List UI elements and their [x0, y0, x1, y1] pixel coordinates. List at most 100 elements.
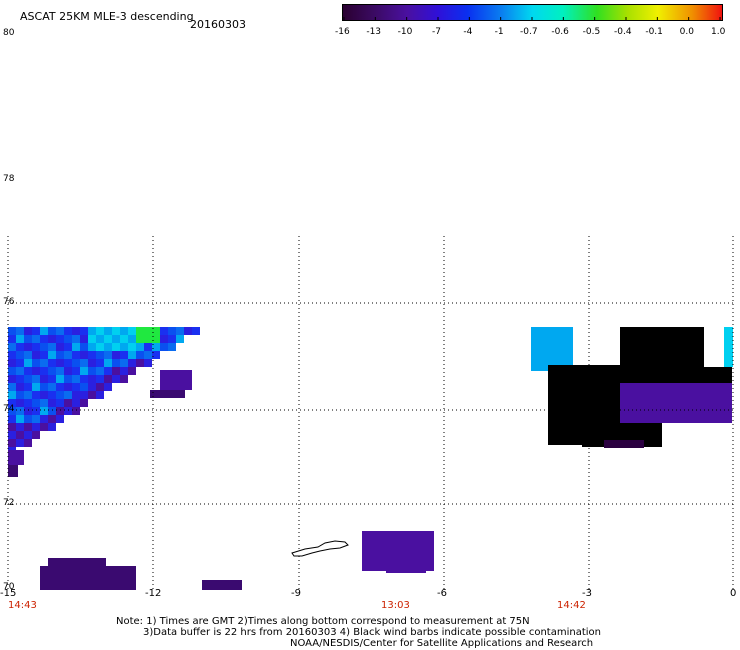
- data-cell: [572, 429, 580, 437]
- data-cell: [88, 383, 96, 391]
- data-cell: [652, 359, 660, 367]
- data-cell: [8, 327, 16, 335]
- data-cell: [620, 351, 628, 359]
- data-cell: [676, 343, 684, 351]
- data-cell: [152, 335, 160, 343]
- data-cell: [402, 547, 410, 555]
- data-cell: [32, 423, 40, 431]
- data-cell: [56, 375, 64, 383]
- data-cell: [24, 359, 32, 367]
- data-cell: [56, 327, 64, 335]
- data-cell: [32, 375, 40, 383]
- colorbar-label: -4: [463, 27, 473, 37]
- data-cell: [96, 391, 104, 399]
- data-cell: [614, 383, 622, 391]
- data-cell: [32, 351, 40, 359]
- data-cell: [692, 375, 700, 383]
- data-cell: [636, 359, 644, 367]
- data-cell: [88, 367, 96, 375]
- data-cell: [590, 375, 598, 383]
- data-cell: [620, 383, 628, 391]
- data-cell: [72, 566, 80, 574]
- data-cell: [104, 566, 112, 574]
- data-cell: [8, 335, 16, 343]
- data-cell: [556, 373, 564, 381]
- data-cell: [684, 391, 692, 399]
- data-cell: [88, 351, 96, 359]
- data-cell: [604, 365, 612, 373]
- data-cell: [128, 574, 136, 582]
- data-cell: [622, 431, 630, 439]
- data-cell: [636, 367, 644, 375]
- data-cell: [708, 415, 716, 423]
- note-line-2: 3)Data buffer is 22 hrs from 20160303 4)…: [143, 627, 601, 638]
- data-cell: [644, 407, 652, 415]
- data-cell: [362, 531, 370, 539]
- data-cell: [24, 383, 32, 391]
- data-cell: [564, 397, 572, 405]
- data-cell: [120, 335, 128, 343]
- data-cell: [652, 383, 660, 391]
- data-cell: [104, 375, 112, 383]
- data-cell: [590, 423, 598, 431]
- data-cell: [630, 423, 638, 431]
- data-cell: [598, 423, 606, 431]
- data-cell: [612, 365, 620, 373]
- data-cell: [628, 335, 636, 343]
- data-cell: [660, 399, 668, 407]
- data-cell: [676, 415, 684, 423]
- data-cell: [56, 335, 64, 343]
- data-cell: [692, 383, 700, 391]
- data-cell: [168, 343, 176, 351]
- data-cell: [556, 365, 564, 373]
- data-cell: [582, 423, 590, 431]
- colorbar-label: -1: [494, 27, 504, 37]
- data-cell: [668, 399, 676, 407]
- colorbar-label: -0.1: [645, 27, 663, 37]
- data-cell: [700, 415, 708, 423]
- data-cell: [598, 383, 606, 391]
- data-cell: [112, 327, 120, 335]
- data-cell: [582, 439, 590, 447]
- y-label-76: 76: [3, 297, 15, 307]
- data-cell: [708, 383, 716, 391]
- data-cell: [370, 547, 378, 555]
- data-cell: [426, 539, 434, 547]
- data-cell: [72, 574, 80, 582]
- data-cell: [704, 327, 724, 367]
- data-cell: [72, 327, 80, 335]
- data-cell: [394, 547, 402, 555]
- data-cell: [104, 343, 112, 351]
- data-cell: [676, 351, 684, 359]
- data-cell: [580, 365, 588, 373]
- data-cell: [572, 437, 580, 445]
- data-cell: [144, 327, 152, 335]
- data-cell: [56, 407, 64, 415]
- data-cell: [606, 383, 614, 391]
- data-cell: [8, 439, 16, 447]
- data-cell: [160, 335, 168, 343]
- x-label--15: -15: [0, 588, 17, 599]
- data-cell: [56, 574, 64, 582]
- data-cell: [582, 399, 590, 407]
- data-cell: [64, 391, 72, 399]
- data-cell: [644, 335, 652, 343]
- data-cell: [32, 327, 40, 335]
- time-label-1: 14:43: [8, 600, 37, 611]
- data-cell: [606, 391, 614, 399]
- data-cell: [120, 375, 128, 383]
- data-cell: [582, 391, 590, 399]
- data-cell: [548, 389, 556, 397]
- data-cell: [556, 421, 564, 429]
- data-cell: [24, 367, 32, 375]
- data-cell: [80, 327, 88, 335]
- data-cell: [128, 335, 136, 343]
- data-cell: [96, 574, 104, 582]
- data-cell: [394, 555, 402, 563]
- data-cell: [136, 327, 144, 335]
- data-cell: [64, 383, 72, 391]
- data-cell: [692, 407, 700, 415]
- data-cell: [24, 423, 32, 431]
- data-cell: [378, 555, 386, 563]
